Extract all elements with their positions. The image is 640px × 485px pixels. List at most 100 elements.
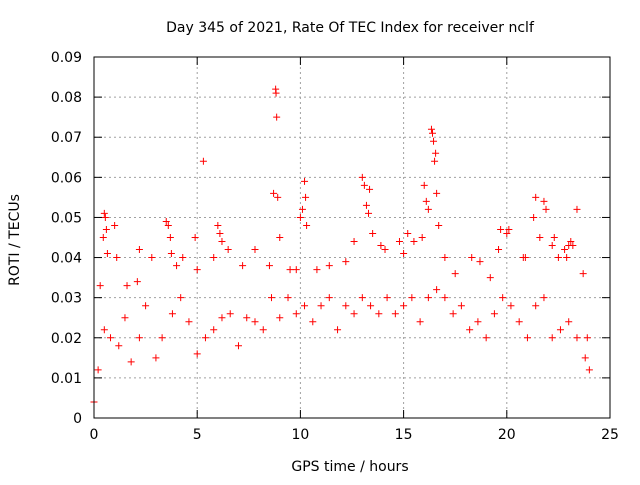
data-point bbox=[214, 221, 222, 229]
data-point bbox=[579, 270, 587, 278]
data-point bbox=[158, 334, 166, 342]
data-point bbox=[167, 250, 175, 258]
data-point bbox=[177, 294, 185, 302]
data-point bbox=[428, 129, 436, 137]
data-point bbox=[218, 238, 226, 246]
data-point bbox=[179, 254, 187, 262]
data-point bbox=[523, 334, 531, 342]
data-point bbox=[441, 254, 449, 262]
data-point bbox=[268, 294, 276, 302]
data-point bbox=[162, 217, 170, 225]
data-point bbox=[358, 173, 366, 181]
data-point bbox=[251, 246, 259, 254]
data-point bbox=[148, 254, 156, 262]
chart-title: Day 345 of 2021, Rate Of TEC Index for r… bbox=[166, 20, 535, 36]
data-point bbox=[499, 294, 507, 302]
data-point bbox=[251, 318, 259, 326]
data-point bbox=[191, 234, 199, 241]
data-point bbox=[563, 254, 571, 262]
data-point bbox=[408, 294, 416, 302]
data-point bbox=[585, 366, 593, 374]
data-point bbox=[530, 213, 538, 221]
data-point bbox=[210, 254, 218, 262]
y-tick-label: 0.02 bbox=[51, 331, 82, 347]
data-point bbox=[127, 358, 135, 366]
data-point bbox=[103, 250, 111, 258]
data-point bbox=[581, 354, 589, 362]
y-tick-label: 0.05 bbox=[51, 210, 82, 226]
data-point bbox=[102, 225, 110, 233]
y-axis-label: ROTI / TECUs bbox=[7, 194, 23, 286]
data-point bbox=[270, 189, 278, 197]
data-point bbox=[532, 193, 540, 201]
data-point bbox=[210, 326, 218, 334]
data-point bbox=[432, 149, 440, 157]
data-point bbox=[276, 234, 284, 241]
data-point bbox=[309, 318, 317, 326]
data-point bbox=[365, 209, 373, 217]
data-point bbox=[123, 282, 131, 290]
data-point bbox=[111, 221, 119, 229]
data-point bbox=[404, 229, 412, 237]
tick-labels-layer: 0 5 10 15 20 25 0 0.01 0.02 0.03 0.04 0.05 0.06 0.07 0… bbox=[51, 50, 619, 443]
data-point bbox=[554, 254, 562, 262]
data-point bbox=[350, 310, 358, 318]
data-point bbox=[400, 302, 408, 310]
data-point bbox=[362, 201, 370, 209]
data-point bbox=[101, 213, 109, 221]
data-point bbox=[540, 197, 548, 205]
data-point bbox=[556, 326, 564, 334]
data-point bbox=[503, 229, 511, 237]
y-tick-label: 0 bbox=[73, 411, 82, 427]
y-tick-label: 0.01 bbox=[51, 371, 82, 387]
data-point bbox=[410, 238, 418, 246]
data-point bbox=[457, 302, 465, 310]
data-point bbox=[573, 334, 581, 342]
data-point bbox=[391, 310, 399, 318]
data-point bbox=[259, 326, 267, 334]
data-point bbox=[100, 209, 108, 217]
data-point bbox=[135, 246, 143, 254]
data-point bbox=[400, 250, 408, 258]
data-point bbox=[284, 294, 292, 302]
data-point bbox=[216, 229, 224, 237]
data-point bbox=[395, 238, 403, 246]
y-tick-label: 0.06 bbox=[51, 170, 82, 186]
data-point bbox=[565, 318, 573, 326]
y-tick-label: 0.03 bbox=[51, 291, 82, 307]
y-tick-label: 0.07 bbox=[51, 130, 82, 146]
data-point bbox=[286, 266, 294, 274]
data-point bbox=[449, 310, 457, 318]
data-point bbox=[540, 294, 548, 302]
x-tick-label: 0 bbox=[90, 427, 99, 443]
data-point bbox=[515, 318, 523, 326]
x-tick-label: 10 bbox=[291, 427, 309, 443]
ticks-layer bbox=[93, 56, 611, 419]
data-point bbox=[276, 314, 284, 322]
x-axis-label: GPS time / hours bbox=[291, 459, 408, 475]
data-point bbox=[166, 234, 174, 241]
data-point bbox=[94, 366, 102, 374]
data-point bbox=[474, 318, 482, 326]
plot-frame bbox=[93, 56, 611, 419]
data-point bbox=[296, 213, 304, 221]
data-point bbox=[317, 302, 325, 310]
data-point bbox=[418, 234, 426, 241]
data-point bbox=[201, 334, 209, 342]
x-tick-label: 25 bbox=[601, 427, 619, 443]
data-point bbox=[239, 262, 247, 270]
data-point bbox=[441, 294, 449, 302]
data-point bbox=[272, 89, 280, 97]
data-point bbox=[142, 302, 150, 310]
data-point bbox=[476, 258, 484, 266]
data-point bbox=[505, 225, 513, 233]
data-point bbox=[164, 221, 172, 229]
data-point bbox=[218, 314, 226, 322]
data-point bbox=[292, 310, 300, 318]
data-point bbox=[342, 302, 350, 310]
data-point bbox=[303, 221, 311, 229]
y-tick-label: 0.08 bbox=[51, 90, 82, 106]
data-point bbox=[234, 342, 242, 350]
data-point bbox=[199, 157, 207, 165]
